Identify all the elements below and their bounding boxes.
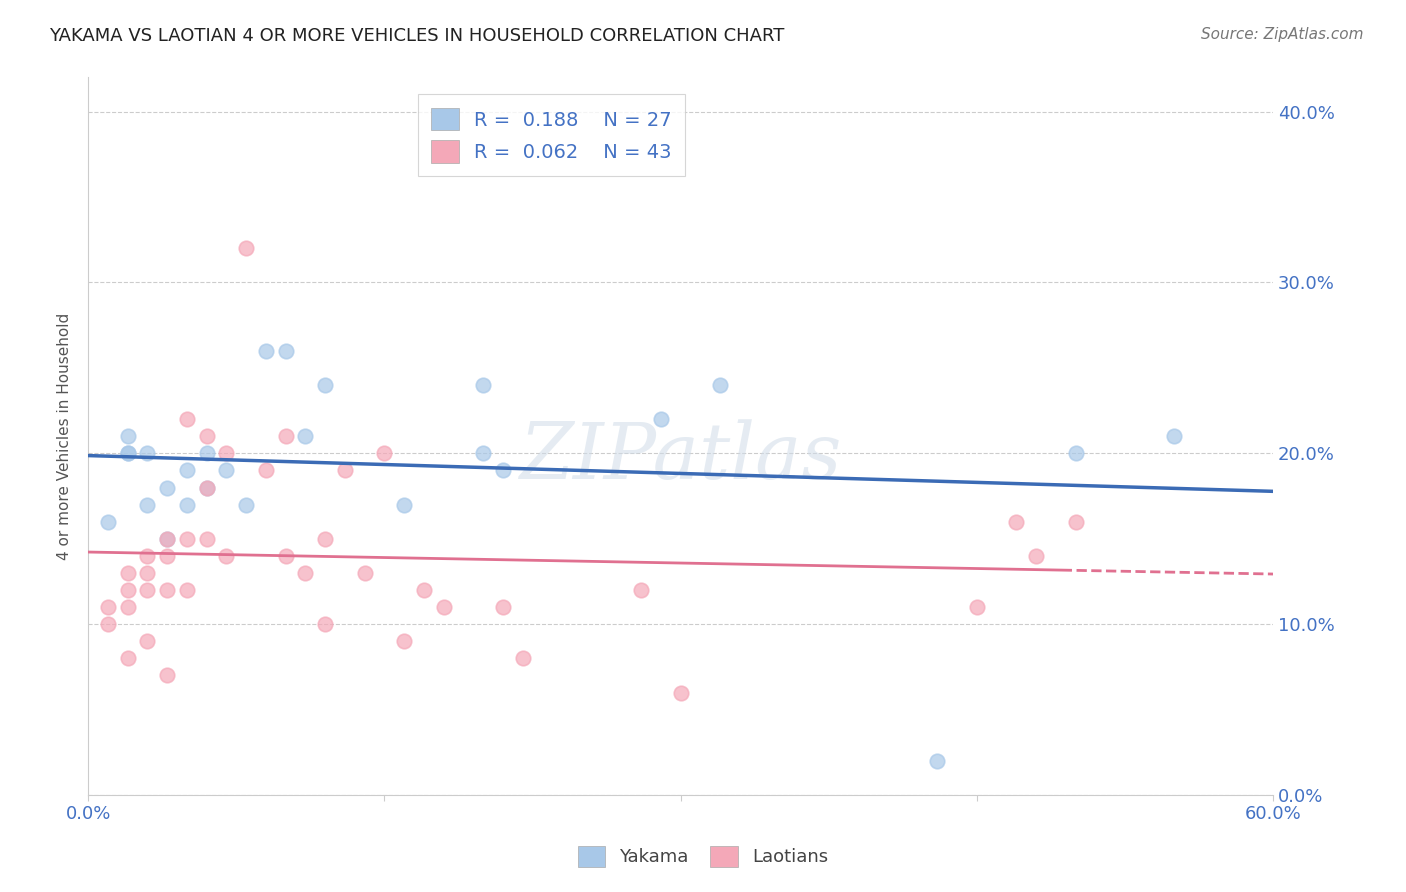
Point	[235, 241, 257, 255]
Point	[117, 566, 139, 580]
Point	[927, 754, 949, 768]
Point	[136, 634, 159, 648]
Point	[97, 600, 120, 615]
Point	[1064, 515, 1087, 529]
Point	[492, 600, 515, 615]
Point	[235, 498, 257, 512]
Point	[195, 481, 218, 495]
Point	[294, 566, 316, 580]
Point	[1005, 515, 1028, 529]
Point	[1064, 446, 1087, 460]
Point	[274, 549, 297, 563]
Point	[274, 429, 297, 443]
Point	[472, 378, 495, 392]
Point	[195, 532, 218, 546]
Point	[97, 617, 120, 632]
Point	[215, 549, 238, 563]
Point	[966, 600, 988, 615]
Point	[176, 532, 198, 546]
Point	[669, 685, 692, 699]
Point	[117, 582, 139, 597]
Text: ZIPatlas: ZIPatlas	[519, 419, 842, 496]
Point	[156, 532, 179, 546]
Point	[433, 600, 456, 615]
Point	[117, 600, 139, 615]
Point	[117, 651, 139, 665]
Point	[156, 532, 179, 546]
Legend: Yakama, Laotians: Yakama, Laotians	[571, 838, 835, 874]
Point	[136, 498, 159, 512]
Point	[274, 343, 297, 358]
Point	[314, 378, 336, 392]
Point	[136, 566, 159, 580]
Point	[195, 446, 218, 460]
Point	[254, 343, 277, 358]
Point	[333, 463, 356, 477]
Point	[97, 515, 120, 529]
Point	[412, 582, 434, 597]
Point	[176, 582, 198, 597]
Point	[117, 446, 139, 460]
Point	[156, 668, 179, 682]
Point	[136, 582, 159, 597]
Text: Source: ZipAtlas.com: Source: ZipAtlas.com	[1201, 27, 1364, 42]
Point	[136, 549, 159, 563]
Point	[1163, 429, 1185, 443]
Point	[176, 412, 198, 426]
Point	[314, 532, 336, 546]
Point	[156, 481, 179, 495]
Point	[512, 651, 534, 665]
Point	[392, 634, 415, 648]
Point	[215, 446, 238, 460]
Point	[630, 582, 652, 597]
Point	[650, 412, 672, 426]
Point	[472, 446, 495, 460]
Point	[709, 378, 731, 392]
Point	[254, 463, 277, 477]
Point	[314, 617, 336, 632]
Point	[156, 582, 179, 597]
Point	[136, 446, 159, 460]
Point	[215, 463, 238, 477]
Point	[176, 463, 198, 477]
Point	[294, 429, 316, 443]
Point	[117, 429, 139, 443]
Point	[117, 446, 139, 460]
Point	[156, 549, 179, 563]
Point	[176, 498, 198, 512]
Point	[373, 446, 395, 460]
Y-axis label: 4 or more Vehicles in Household: 4 or more Vehicles in Household	[58, 312, 72, 560]
Text: YAKAMA VS LAOTIAN 4 OR MORE VEHICLES IN HOUSEHOLD CORRELATION CHART: YAKAMA VS LAOTIAN 4 OR MORE VEHICLES IN …	[49, 27, 785, 45]
Legend: R =  0.188    N = 27, R =  0.062    N = 43: R = 0.188 N = 27, R = 0.062 N = 43	[418, 95, 685, 177]
Point	[1025, 549, 1047, 563]
Point	[353, 566, 375, 580]
Point	[195, 481, 218, 495]
Point	[195, 429, 218, 443]
Point	[492, 463, 515, 477]
Point	[392, 498, 415, 512]
